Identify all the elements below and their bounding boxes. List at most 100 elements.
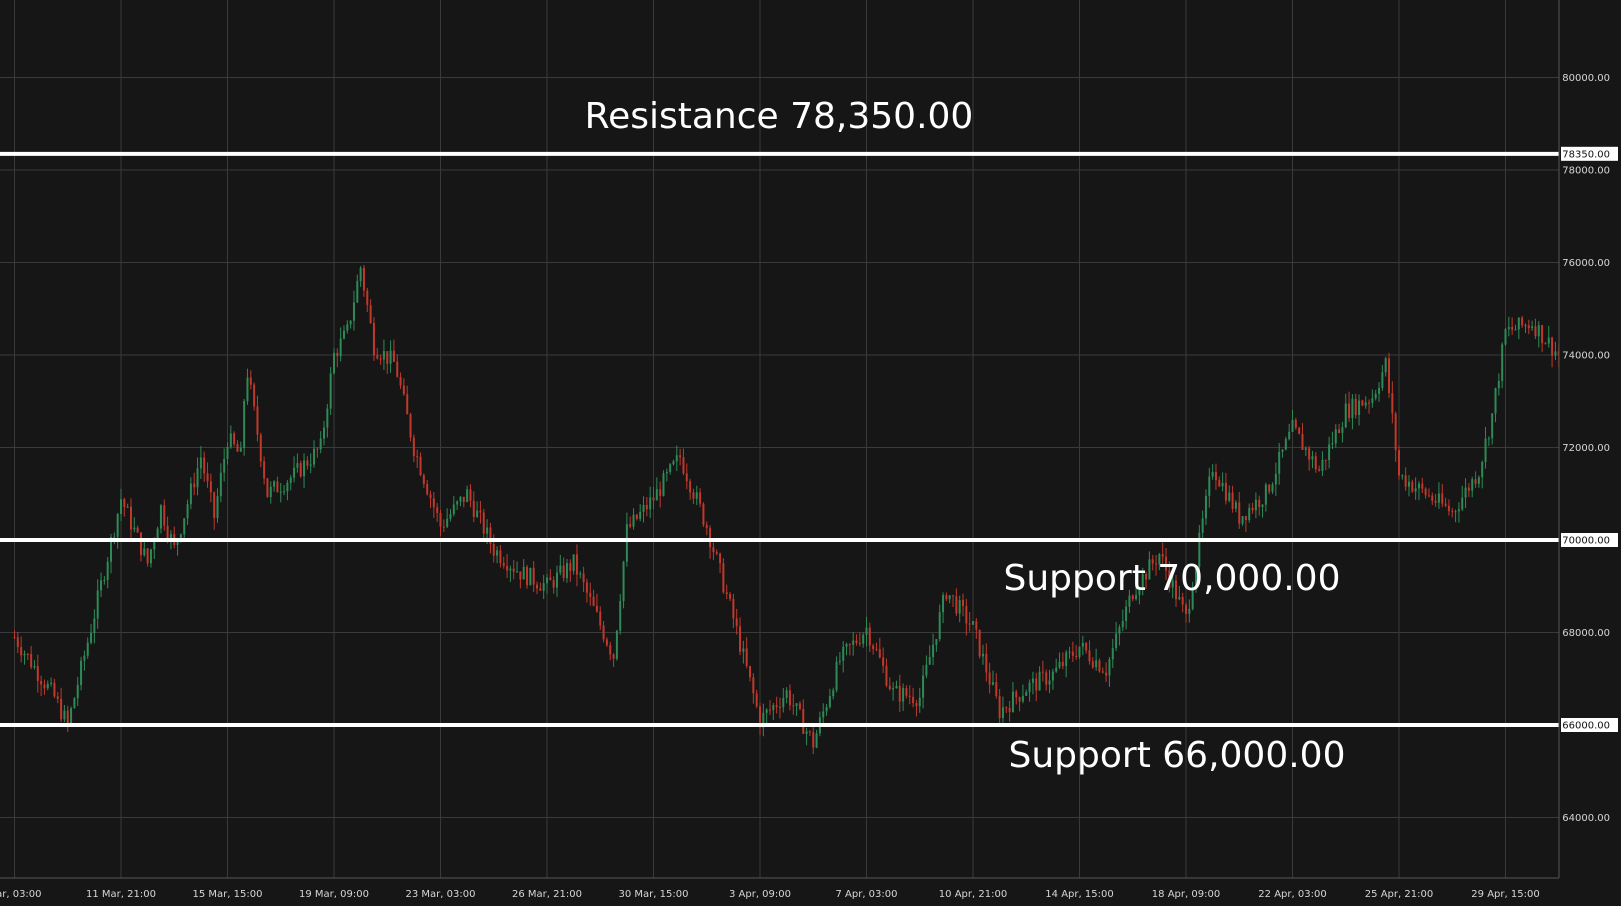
candle-body xyxy=(669,464,672,473)
candle-body xyxy=(1334,429,1337,444)
candle-body xyxy=(419,456,422,476)
candle-body xyxy=(286,482,289,492)
candle-body xyxy=(1394,413,1397,451)
level-badge-label: 70000.00 xyxy=(1562,536,1610,547)
candle-body xyxy=(1471,479,1474,491)
candle-body xyxy=(546,577,548,584)
candle-body xyxy=(83,655,86,661)
candle-body xyxy=(159,505,162,529)
candle-body xyxy=(133,527,136,530)
candle-body xyxy=(93,618,96,633)
candle-body xyxy=(1431,495,1434,501)
candle-body xyxy=(166,525,169,538)
candle-body xyxy=(273,481,276,487)
time-axis[interactable]: Mar, 03:00 11 Mar, 21:00 15 Mar, 15:00 19 M… xyxy=(0,889,1540,900)
candle-body xyxy=(123,499,126,508)
candle-body xyxy=(735,618,738,627)
candle-body xyxy=(948,595,951,600)
candle-body xyxy=(1511,326,1514,330)
candle-body xyxy=(1131,595,1134,600)
candle-body xyxy=(30,654,33,668)
candle-body xyxy=(582,573,585,583)
candle-body xyxy=(439,512,442,527)
candle-body xyxy=(1135,594,1138,600)
candle-body xyxy=(732,598,735,619)
candle-body xyxy=(203,457,206,474)
candle-body xyxy=(662,473,665,496)
candle-body xyxy=(1417,483,1420,489)
level-badge xyxy=(1561,533,1618,547)
candle-body xyxy=(90,632,93,643)
candle-body xyxy=(1451,511,1454,513)
candle-body xyxy=(502,562,505,566)
candle-body xyxy=(469,489,472,501)
candle-body xyxy=(575,554,578,575)
candle-body xyxy=(1371,398,1374,403)
candle-body xyxy=(699,492,702,504)
candle-body xyxy=(955,596,958,614)
candle-body xyxy=(382,351,385,360)
candle-body xyxy=(1401,475,1404,477)
time-tick-label: 15 Mar, 15:00 xyxy=(193,889,263,900)
candle-body xyxy=(313,448,316,465)
candle-body xyxy=(592,596,595,606)
candle-body xyxy=(536,584,539,589)
candle-body xyxy=(1464,487,1467,498)
candle-body xyxy=(649,497,652,510)
candle-body xyxy=(991,682,994,685)
candle-body xyxy=(183,518,186,535)
candle-body xyxy=(16,637,19,648)
candle-body xyxy=(319,438,322,450)
candle-body xyxy=(539,588,542,591)
candle-body xyxy=(1178,597,1181,600)
candle-body xyxy=(898,685,901,702)
candle-body xyxy=(336,352,339,357)
candle-body xyxy=(1384,358,1387,373)
candle-body xyxy=(742,648,745,652)
candle-body xyxy=(585,582,588,593)
candle-body xyxy=(259,434,262,462)
candle-body xyxy=(1251,507,1254,511)
candle-body xyxy=(595,605,598,612)
candle-body xyxy=(665,472,668,474)
candle-body xyxy=(995,682,998,697)
candle-body xyxy=(549,577,552,581)
candle-body xyxy=(529,567,532,586)
candle-body xyxy=(1388,358,1391,394)
candle-body xyxy=(50,682,53,684)
candle-body xyxy=(1378,387,1381,394)
candle-body xyxy=(1447,505,1450,512)
time-tick-label: 10 Apr, 21:00 xyxy=(939,889,1007,900)
candle-body xyxy=(1148,559,1151,580)
candle-body xyxy=(1015,691,1018,698)
candle-body xyxy=(532,567,535,585)
candle-body xyxy=(1344,403,1347,428)
candle-body xyxy=(1481,462,1484,478)
candle-body xyxy=(1128,595,1131,607)
candle-body xyxy=(266,478,269,498)
candle-body xyxy=(659,489,662,496)
candle-body xyxy=(1108,659,1111,676)
level-label-support: Support 66,000.00 xyxy=(1009,735,1346,776)
candle-body xyxy=(179,534,182,541)
candle-body xyxy=(476,510,479,518)
candle-body xyxy=(432,498,435,508)
candle-body xyxy=(639,511,642,519)
candle-body xyxy=(449,514,452,519)
candle-body xyxy=(689,481,692,493)
candle-body xyxy=(499,550,502,563)
candle-body xyxy=(642,504,645,512)
candle-body xyxy=(902,688,905,702)
candle-body xyxy=(20,647,23,656)
candle-body xyxy=(1501,344,1504,381)
candle-body xyxy=(1494,388,1497,414)
price-axis-panel xyxy=(1559,0,1621,878)
candle-body xyxy=(129,506,132,530)
candle-body xyxy=(369,305,372,323)
candle-body xyxy=(1138,589,1141,595)
candle-body xyxy=(928,657,931,665)
candle-body xyxy=(559,565,562,573)
candle-body xyxy=(223,458,226,473)
candle-body xyxy=(509,568,512,571)
